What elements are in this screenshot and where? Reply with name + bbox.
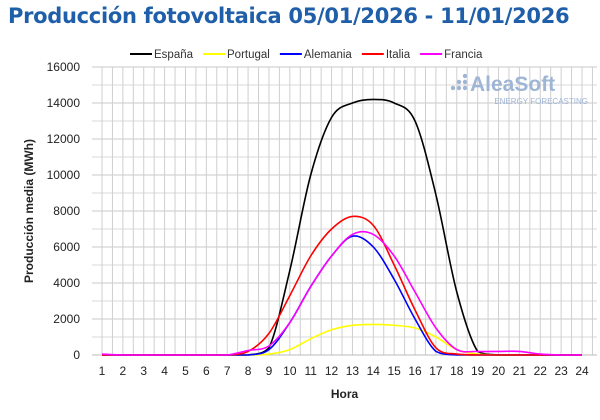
y-tick-label: 0 <box>73 348 80 362</box>
x-tick-label: 20 <box>492 364 506 378</box>
x-tick-label: 6 <box>203 364 210 378</box>
x-tick-label: 2 <box>120 364 127 378</box>
x-tick-label: 16 <box>408 364 422 378</box>
x-tick-label: 15 <box>387 364 401 378</box>
x-tick-label: 21 <box>513 364 527 378</box>
logo-dot <box>462 73 468 79</box>
x-axis-label: Hora <box>331 387 359 401</box>
x-tick-label: 14 <box>367 364 381 378</box>
logo-dot <box>462 79 468 85</box>
logo-dot <box>456 79 462 85</box>
watermark-tagline: ENERGY FORECASTING <box>494 97 588 106</box>
y-tick-label: 8000 <box>53 204 80 218</box>
y-tick-label: 4000 <box>53 276 80 290</box>
y-tick-label: 14000 <box>47 96 81 110</box>
legend-label: Italia <box>386 49 411 61</box>
logo-dot <box>462 85 468 91</box>
x-tick-label: 13 <box>346 364 360 378</box>
chart-title: Producción fotovoltaica 05/01/2026 - 11/… <box>8 4 570 28</box>
legend-label: España <box>154 49 194 61</box>
x-tick-label: 11 <box>304 364 317 378</box>
x-tick-label: 7 <box>224 364 231 378</box>
series-line-francia <box>101 230 582 356</box>
x-tick-label: 3 <box>140 364 147 378</box>
x-tick-label: 8 <box>245 364 252 378</box>
x-tick-label: 10 <box>283 364 297 378</box>
x-tick-label: 5 <box>182 364 189 378</box>
y-tick-label: 16000 <box>47 60 81 74</box>
x-tick-label: 24 <box>575 364 589 378</box>
y-tick-label: 10000 <box>47 168 81 182</box>
y-axis-label: Producción media (MWh) <box>22 139 36 283</box>
watermark-brand: AleaSoft <box>470 73 555 96</box>
legend-label: Francia <box>444 49 483 61</box>
logo-dot <box>450 85 456 91</box>
y-tick-label: 12000 <box>47 132 81 146</box>
y-tick-label: 6000 <box>53 240 80 254</box>
x-tick-label: 22 <box>534 364 548 378</box>
x-tick-label: 17 <box>429 364 443 378</box>
x-tick-label: 4 <box>161 364 168 378</box>
x-tick-label: 23 <box>554 364 568 378</box>
x-tick-label: 19 <box>471 364 485 378</box>
x-tick-label: 9 <box>266 364 273 378</box>
x-tick-label: 12 <box>325 364 339 378</box>
logo-dot <box>456 85 462 91</box>
legend-label: Portugal <box>227 49 270 61</box>
x-tick-label: 18 <box>450 364 464 378</box>
y-tick-label: 2000 <box>53 312 80 326</box>
legend-label: Alemania <box>304 49 353 61</box>
x-tick-label: 1 <box>99 364 106 378</box>
